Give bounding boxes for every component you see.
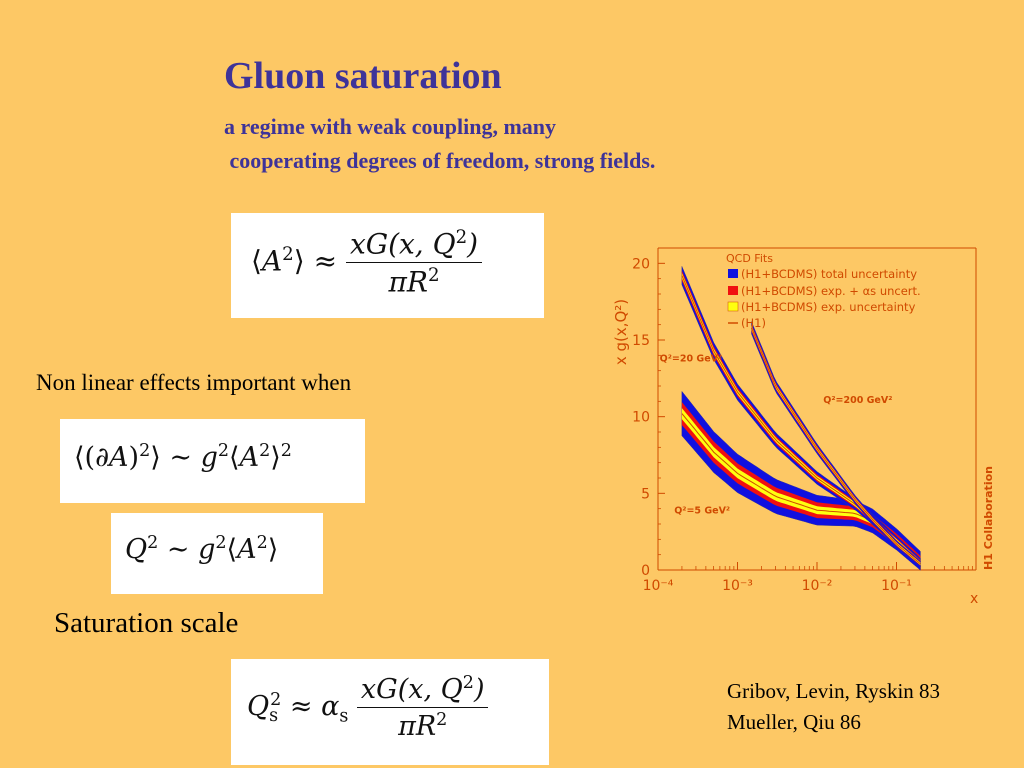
x-axis-label: x [970,591,978,607]
x-tick-label-3: 10⁻¹ [881,578,912,594]
equation-gluon-field: ⟨A2⟩ ≈ xG(x, Q2) πR2 [251,227,483,299]
equation-saturation: Qs2 ≈ αs xG(x, Q2) πR2 [247,673,489,742]
legend-swatch-red [728,286,738,295]
legend-entry-4: (H1) [741,316,766,330]
reference-1: Gribov, Levin, Ryskin 83 [727,679,941,703]
legend-swatch-blue [728,269,738,278]
legend-title: QCD Fits [726,252,773,265]
nonlinear-text: Non linear effects important when [36,370,352,395]
equation-box-scale: Q2 ∼ g2⟨A2⟩ [111,513,323,594]
x-tick-label-2: 10⁻² [802,578,833,594]
legend-entry-1: (H1+BCDMS) total uncertainty [741,267,917,281]
gluon-distribution-chart: 0 5 10 15 20 10⁻⁴ 10⁻³ 10⁻² 10⁻¹ Q²=5 GeV² Q²=20 … [600,236,1000,608]
series-label-2: Q²=200 GeV² [823,395,892,406]
equation-nonlinear: ⟨(∂A)2⟩ ∼ g2⟨A2⟩2 [74,441,292,473]
series-line-2 [751,327,921,565]
equation-box-nonlinear: ⟨(∂A)2⟩ ∼ g2⟨A2⟩2 [60,419,365,503]
equation-scale: Q2 ∼ g2⟨A2⟩ [125,533,279,565]
slide-title: Gluon saturation [224,55,502,97]
subtitle-line-1: a regime with weak coupling, many [224,114,557,139]
y-tick-label-2: 10 [632,410,650,426]
equation-box-gluon-field: ⟨A2⟩ ≈ xG(x, Q2) πR2 [231,213,544,318]
x-tick-label-1: 10⁻³ [722,578,753,594]
legend-entry-2: (H1+BCDMS) exp. + αs uncert. [741,284,921,298]
reference-2: Mueller, Qiu 86 [727,710,861,734]
subtitle-line-2: cooperating degrees of freedom, strong f… [224,148,656,173]
series-label-0: Q²=5 GeV² [674,505,730,516]
slide-subtitle: a regime with weak coupling, many cooper… [224,110,655,178]
chart-legend: QCD Fits (H1+BCDMS) total uncertainty (H… [726,252,921,330]
y-tick-label-3: 15 [632,333,650,349]
references: Gribov, Levin, Ryskin 83 Mueller, Qiu 86 [727,676,940,738]
legend-entry-3: (H1+BCDMS) exp. uncertainty [741,300,916,314]
y-axis-label: x g(x,Q²) [612,299,630,365]
band-0-layer-0 [681,390,921,571]
saturation-scale-text: Saturation scale [54,607,239,639]
y-tick-label-1: 5 [641,486,650,502]
series-label-1: Q²=20 GeV² [660,353,722,364]
legend-swatch-yellow [727,301,739,312]
equation-box-saturation: Qs2 ≈ αs xG(x, Q2) πR2 [231,659,549,765]
h1-collaboration-label: H1 Collaboration [982,466,995,570]
band-2-layer-0 [751,321,921,568]
x-tick-label-0: 10⁻⁴ [643,578,674,594]
y-tick-label-4: 20 [632,256,650,272]
y-tick-label-0: 0 [641,563,650,579]
